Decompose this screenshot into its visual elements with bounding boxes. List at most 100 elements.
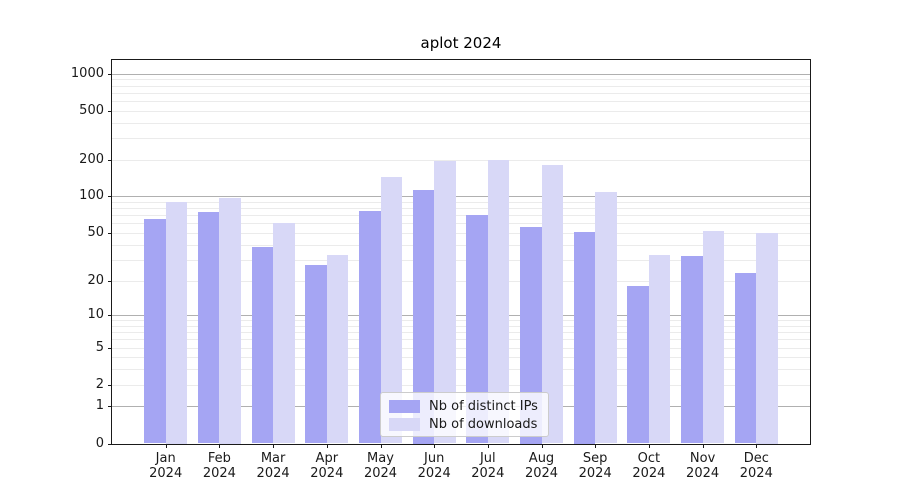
- x-tick-year: 2024: [632, 466, 666, 481]
- bar-distinct-ips-jan: [144, 219, 166, 444]
- gridline-minor: [112, 208, 810, 210]
- x-tick-month: Feb: [207, 450, 231, 466]
- y-tick-label: 5: [95, 339, 104, 355]
- gridline-minor: [112, 339, 810, 341]
- bar-downloads-sep: [595, 192, 617, 444]
- gridline-minor: [112, 159, 810, 161]
- bar-distinct-ips-jul: [466, 215, 488, 444]
- bar-distinct-ips-apr: [305, 265, 327, 444]
- x-tick-label: Dec 2024: [724, 451, 788, 482]
- y-tick-label: 2: [95, 376, 104, 392]
- gridline-minor: [112, 332, 810, 334]
- x-tick-mark: [756, 443, 758, 448]
- y-tick-label: 0: [95, 435, 104, 451]
- y-tick-mark: [108, 384, 112, 386]
- plot-area: Nb of distinct IPs Nb of downloads: [111, 59, 811, 445]
- bar-downloads-may: [380, 177, 402, 444]
- y-tick-mark: [108, 233, 112, 234]
- bar-distinct-ips-nov: [681, 256, 703, 444]
- x-tick-mark: [273, 443, 275, 448]
- bar-distinct-ips-mar: [251, 247, 274, 444]
- y-tick-mark: [108, 196, 112, 198]
- x-tick-label: Jul 2024: [456, 451, 520, 482]
- x-tick-month: Jun: [424, 450, 445, 466]
- legend-swatch-distinct-ips: [389, 399, 420, 413]
- bar-distinct-ips-feb: [197, 211, 220, 444]
- bar-distinct-ips-oct: [627, 285, 649, 444]
- gridline-minor: [112, 357, 810, 359]
- bar-distinct-ips-may: [359, 210, 381, 444]
- y-tick-label: 500: [79, 102, 104, 118]
- y-tick-mark: [108, 73, 112, 75]
- gridline-minor: [112, 85, 810, 87]
- x-tick-year: 2024: [149, 466, 183, 481]
- gridline-minor: [112, 244, 810, 246]
- x-tick-mark: [434, 443, 436, 448]
- gridline-major: [112, 315, 810, 317]
- x-tick-month: Dec: [743, 450, 769, 466]
- x-tick-mark: [648, 443, 650, 448]
- x-tick-label: Feb 2024: [187, 451, 251, 482]
- y-tick-mark: [108, 110, 112, 112]
- legend: Nb of distinct IPs Nb of downloads: [380, 392, 549, 437]
- gridline-minor: [112, 384, 810, 386]
- bar-downloads-aug: [541, 165, 563, 444]
- legend-row: Nb of distinct IPs: [389, 398, 538, 414]
- x-tick-label: Mar 2024: [241, 451, 305, 482]
- bar-distinct-ips-dec: [734, 273, 757, 444]
- gridline-minor: [112, 259, 810, 261]
- bar-downloads-nov: [702, 230, 725, 444]
- x-tick-label: Oct 2024: [617, 451, 681, 482]
- gridline-minor: [112, 79, 810, 81]
- x-tick-label: Aug 2024: [510, 451, 574, 482]
- x-tick-mark: [487, 443, 489, 448]
- gridline-minor: [112, 202, 810, 203]
- x-tick-month: Apr: [315, 450, 339, 466]
- bar-distinct-ips-jun: [412, 189, 435, 444]
- x-tick-month: Oct: [637, 450, 661, 466]
- y-tick-mark: [108, 443, 112, 445]
- y-tick-label: 100: [79, 188, 104, 204]
- bar-downloads-jan: [165, 202, 188, 444]
- x-tick-month: Mar: [260, 450, 286, 466]
- x-tick-label: Apr 2024: [295, 451, 359, 482]
- y-tick-label: 1000: [70, 65, 104, 81]
- y-tick-mark: [108, 315, 112, 317]
- bar-downloads-jul: [487, 159, 510, 444]
- x-tick-mark: [326, 443, 328, 448]
- x-tick-year: 2024: [471, 466, 505, 481]
- bar-downloads-jun: [434, 161, 456, 444]
- y-tick-label: 1: [95, 398, 104, 414]
- gridline-minor: [112, 138, 810, 139]
- gridline-major: [112, 73, 810, 75]
- y-tick-label: 50: [87, 225, 104, 240]
- bar-downloads-feb: [219, 197, 241, 444]
- bar-downloads-apr: [326, 254, 349, 444]
- x-tick-month: Jan: [155, 450, 176, 466]
- bar-downloads-mar: [273, 223, 295, 444]
- gridline-minor: [112, 320, 810, 322]
- x-tick-label: May 2024: [349, 451, 413, 482]
- gridline-minor: [112, 215, 810, 217]
- gridline-minor: [112, 122, 810, 124]
- x-tick-year: 2024: [578, 466, 612, 481]
- gridline-minor: [112, 233, 810, 234]
- bar-downloads-dec: [756, 233, 778, 444]
- x-tick-month: May: [367, 450, 394, 466]
- x-tick-month: Aug: [528, 450, 555, 466]
- y-tick-label: 20: [87, 272, 104, 288]
- x-tick-mark: [702, 443, 704, 448]
- legend-swatch-downloads: [389, 417, 420, 431]
- bar-distinct-ips-sep: [573, 232, 596, 444]
- x-tick-year: 2024: [524, 466, 559, 481]
- gridline-minor: [112, 325, 810, 327]
- bar-distinct-ips-aug: [520, 227, 542, 444]
- x-tick-mark: [380, 443, 382, 448]
- gridline-minor: [112, 110, 810, 112]
- x-tick-month: Jul: [479, 450, 496, 466]
- x-tick-year: 2024: [310, 466, 344, 481]
- x-tick-mark: [165, 443, 167, 448]
- y-tick-mark: [108, 280, 112, 282]
- x-tick-mark: [219, 443, 221, 448]
- gridline-minor: [112, 347, 810, 349]
